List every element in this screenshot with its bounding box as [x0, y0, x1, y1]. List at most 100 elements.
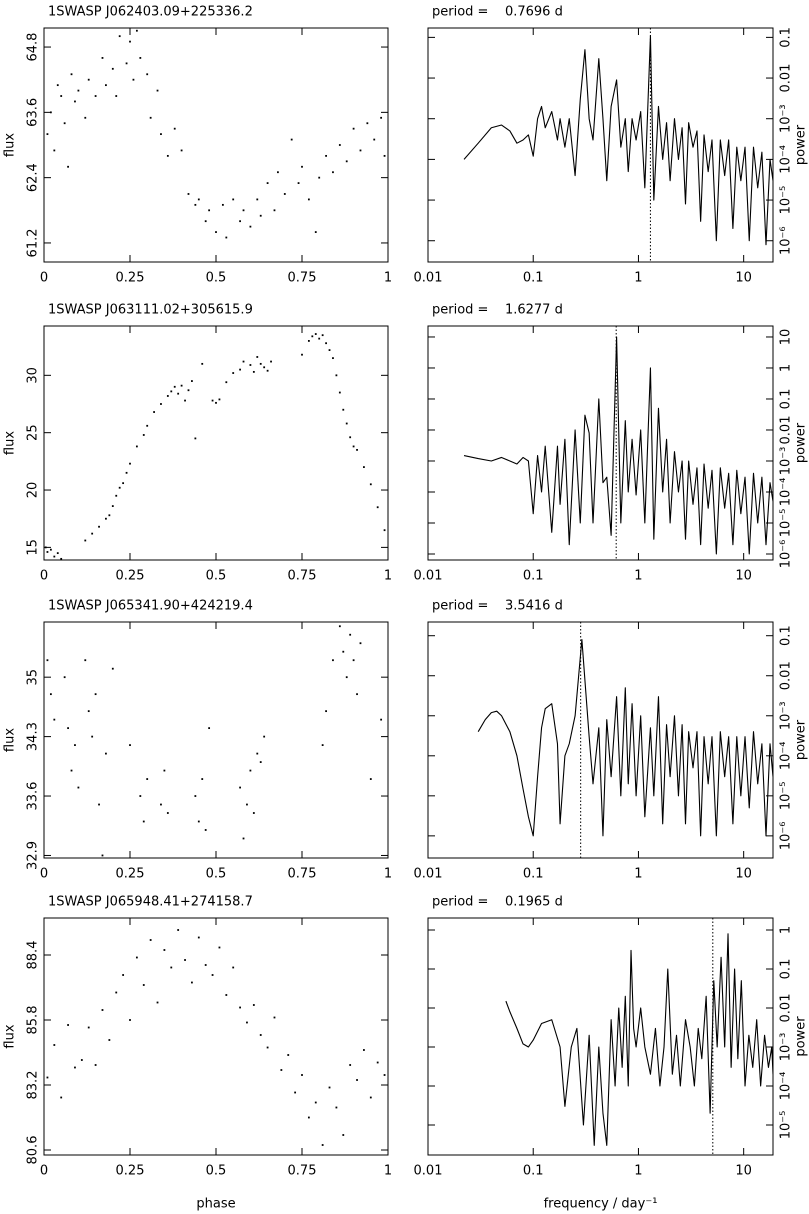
- data-point: [345, 676, 348, 679]
- y-tick-label: 10⁻³: [779, 701, 794, 730]
- data-point: [170, 966, 173, 969]
- y-tick-label: 32.9: [26, 841, 41, 870]
- data-point: [294, 1091, 297, 1094]
- star-title: 1SWASP J062403.09+225336.2: [48, 5, 253, 20]
- x-tick-label: 0.01: [414, 569, 443, 584]
- panel: 1SWASP J063111.02+305615.9 0 0.25 0.5 0.75 1 1…: [3, 303, 393, 584]
- data-point: [142, 984, 145, 986]
- data-point: [108, 514, 111, 517]
- y-tick-label: 15: [26, 539, 41, 556]
- y-tick-label: 10⁻⁴: [779, 478, 794, 507]
- data-point: [84, 116, 87, 119]
- data-point: [252, 1004, 255, 1006]
- data-point: [173, 385, 176, 388]
- data-point: [63, 122, 66, 125]
- data-point: [139, 57, 142, 59]
- data-point: [197, 198, 200, 201]
- data-point: [383, 529, 386, 532]
- data-point: [259, 1034, 262, 1036]
- frame: [427, 917, 774, 1156]
- x-tick-label: 0.75: [288, 569, 317, 584]
- y-tick-label: 83.2: [26, 1071, 41, 1100]
- data-point: [98, 525, 100, 528]
- data-point: [101, 854, 104, 857]
- data-point: [221, 203, 224, 206]
- data-point: [160, 133, 162, 136]
- data-point: [369, 778, 372, 780]
- data-point: [160, 403, 162, 405]
- data-point: [111, 667, 114, 670]
- data-point: [111, 67, 114, 70]
- y-tick-label: 1: [779, 364, 794, 372]
- data-point: [380, 718, 383, 721]
- y-tick-label: 0.01: [779, 994, 794, 1023]
- data-point: [180, 149, 183, 152]
- data-point: [46, 133, 49, 136]
- data-point: [74, 744, 76, 746]
- x-tick-label: 0.5: [206, 271, 227, 286]
- y-axis-label: power: [794, 1016, 809, 1057]
- x-tick-label: 1: [634, 867, 642, 882]
- data-point: [129, 744, 131, 746]
- data-point: [242, 209, 245, 212]
- data-point: [369, 1096, 372, 1099]
- data-point: [321, 334, 324, 337]
- data-point: [249, 225, 252, 228]
- data-point: [53, 555, 56, 558]
- data-point: [77, 786, 80, 789]
- y-tick-label: 0.1: [779, 625, 794, 646]
- data-point: [63, 676, 66, 679]
- data-point: [53, 718, 56, 721]
- data-point: [321, 744, 324, 746]
- x-tick-label: 0.01: [414, 271, 443, 286]
- data-point: [70, 73, 73, 76]
- data-point: [146, 778, 149, 780]
- y-axis-label: flux: [3, 728, 18, 752]
- data-point: [118, 486, 121, 489]
- frame: [427, 621, 774, 859]
- x-tick-label: 10: [735, 1164, 752, 1179]
- data-point: [338, 144, 341, 146]
- data-point: [135, 956, 138, 959]
- x-tick-label: 0: [40, 569, 48, 584]
- data-point: [359, 149, 362, 152]
- data-point: [94, 1064, 97, 1066]
- data-point: [356, 693, 358, 696]
- data-point: [314, 1101, 317, 1104]
- data-point: [177, 392, 180, 395]
- x-tick-label: 0.25: [116, 569, 145, 584]
- frame: [427, 27, 774, 263]
- x-tick-label: 0.75: [288, 271, 317, 286]
- data-point: [191, 380, 193, 382]
- data-point: [67, 727, 69, 730]
- data-point: [129, 1019, 131, 1021]
- data-point: [383, 154, 386, 157]
- data-point: [91, 532, 94, 535]
- data-point: [301, 1074, 303, 1076]
- data-point: [232, 966, 235, 969]
- data-point: [311, 335, 314, 338]
- data-point: [184, 399, 186, 402]
- data-point: [283, 193, 286, 195]
- data-point: [363, 466, 365, 468]
- x-tick-label: 1: [384, 867, 392, 882]
- y-tick-label: 10⁻⁶: [779, 540, 794, 569]
- data-point: [307, 1116, 310, 1119]
- data-point: [332, 659, 334, 662]
- data-point: [84, 659, 87, 662]
- data-point: [277, 171, 279, 174]
- y-tick-label: 0.1: [779, 959, 794, 980]
- data-point: [349, 633, 352, 636]
- frame: [43, 621, 389, 859]
- data-point: [53, 149, 56, 152]
- data-point: [369, 483, 372, 486]
- data-point: [156, 1001, 159, 1004]
- data-point: [166, 154, 169, 157]
- x-tick-label: 1: [634, 1164, 642, 1179]
- data-point: [225, 994, 228, 996]
- y-tick-label: 61.2: [26, 228, 41, 257]
- y-tick-label: 10⁻⁵: [779, 1111, 794, 1140]
- data-point: [256, 752, 259, 755]
- data-point: [359, 642, 362, 645]
- y-tick-label: 10⁻⁵: [779, 186, 794, 215]
